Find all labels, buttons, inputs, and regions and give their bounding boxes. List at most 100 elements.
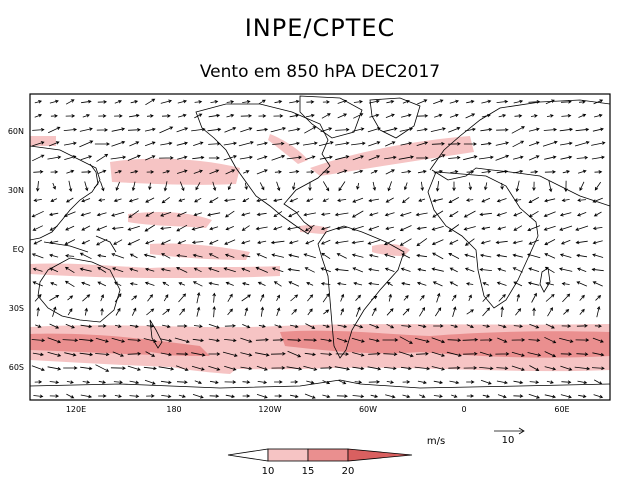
wind-arrow <box>400 366 412 371</box>
wind-arrow <box>287 350 302 358</box>
wind-arrow <box>286 155 303 160</box>
wind-arrow <box>145 267 155 272</box>
wind-arrow <box>479 253 492 258</box>
wind-arrow <box>400 141 413 146</box>
wind-arrow <box>560 365 573 371</box>
wind-arrow <box>194 380 202 384</box>
wind-arrow <box>466 170 475 174</box>
wind-arrow <box>242 100 251 104</box>
wind-arrow <box>497 226 507 231</box>
wind-arrow <box>130 100 139 104</box>
wind-arrow <box>530 114 538 118</box>
wind-arrow <box>528 127 540 132</box>
wind-arrow <box>207 267 220 273</box>
wind-arrow <box>209 394 220 398</box>
wind-arrow <box>160 338 173 343</box>
wind-arrow <box>304 126 317 134</box>
wind-arrow <box>385 113 395 118</box>
wind-arrow <box>208 281 219 286</box>
wind-arrow <box>291 308 297 315</box>
wind-arrow <box>100 307 104 316</box>
wind-arrow <box>36 306 40 317</box>
wind-arrow <box>303 338 318 342</box>
wind-arrow <box>32 225 43 231</box>
wind-arrow <box>191 240 204 245</box>
wind-arrow <box>288 253 300 258</box>
wind-arrow <box>129 282 138 286</box>
wind-arrow <box>96 128 109 132</box>
wind-arrow <box>241 212 251 217</box>
wind-arrow <box>433 324 444 328</box>
wind-arrow <box>433 169 444 174</box>
wind-arrow <box>129 141 140 147</box>
wind-arrow <box>528 100 541 104</box>
wind-arrow <box>48 240 59 245</box>
wind-arrow <box>463 366 478 370</box>
wind-arrow <box>337 198 347 203</box>
wind-arrow <box>242 394 251 398</box>
wind-arrow <box>271 366 286 370</box>
wind-arrow <box>191 352 206 357</box>
wind-arrow <box>479 351 493 357</box>
wind-arrow <box>593 211 602 217</box>
wind-arrow <box>414 366 431 371</box>
wind-arrow <box>208 156 220 160</box>
wind-arrow <box>544 198 556 203</box>
wind-arrow <box>49 294 60 301</box>
wind-arrow <box>431 366 446 371</box>
wind-arrow <box>271 253 284 258</box>
wind-arrow <box>303 253 316 259</box>
wind-arrow <box>416 127 428 132</box>
wind-arrow <box>130 170 139 174</box>
wind-arrow <box>176 169 188 174</box>
wind-arrow <box>257 240 267 245</box>
wind-arrow <box>114 114 123 118</box>
wind-arrow <box>368 141 381 147</box>
reference-vector: 10 <box>494 427 525 446</box>
wind-arrow <box>100 181 105 192</box>
wind-arrow <box>208 323 220 329</box>
wind-arrow <box>431 351 446 357</box>
wind-arrow <box>260 306 265 317</box>
wind-arrow <box>335 155 350 161</box>
wind-arrow <box>242 380 251 384</box>
wind-arrow <box>575 338 590 342</box>
wind-arrow <box>432 210 444 218</box>
wind-arrow <box>209 380 219 385</box>
wind-arrow <box>418 324 427 329</box>
wind-arrow <box>322 181 330 192</box>
wind-arrow <box>387 181 392 192</box>
wind-arrow <box>528 155 540 161</box>
wind-arrow <box>274 170 282 174</box>
wind-arrow <box>65 114 76 118</box>
wind-arrow <box>559 225 573 231</box>
wind-arrow <box>433 394 443 398</box>
wind-arrow <box>560 394 572 399</box>
wind-arrow <box>352 366 365 371</box>
wind-arrow <box>448 224 460 232</box>
wind-arrow <box>544 366 557 371</box>
wind-arrow <box>224 338 237 343</box>
wind-arrow <box>32 267 43 272</box>
wind-arrow <box>95 352 110 357</box>
wind-arrow <box>527 253 541 259</box>
wind-arrow <box>129 380 140 385</box>
wind-arrow <box>127 352 142 356</box>
wind-arrow <box>270 240 285 245</box>
wind-arrow <box>224 380 237 384</box>
wind-arrow <box>321 252 331 260</box>
wind-arrow <box>212 181 217 191</box>
wind-speed-shading <box>30 134 610 374</box>
wind-arrow <box>564 180 568 193</box>
wind-arrow <box>480 338 493 342</box>
wind-arrow <box>146 394 155 398</box>
wind-arrow <box>577 198 587 202</box>
wind-arrow <box>177 155 188 160</box>
wind-arrow <box>480 379 492 385</box>
wind-arrow <box>527 225 541 232</box>
wind-arrow <box>65 225 75 231</box>
wind-arrow <box>401 324 412 328</box>
wind-arrow <box>513 281 523 287</box>
wind-arrow <box>574 366 591 371</box>
wind-arrow <box>576 324 588 328</box>
